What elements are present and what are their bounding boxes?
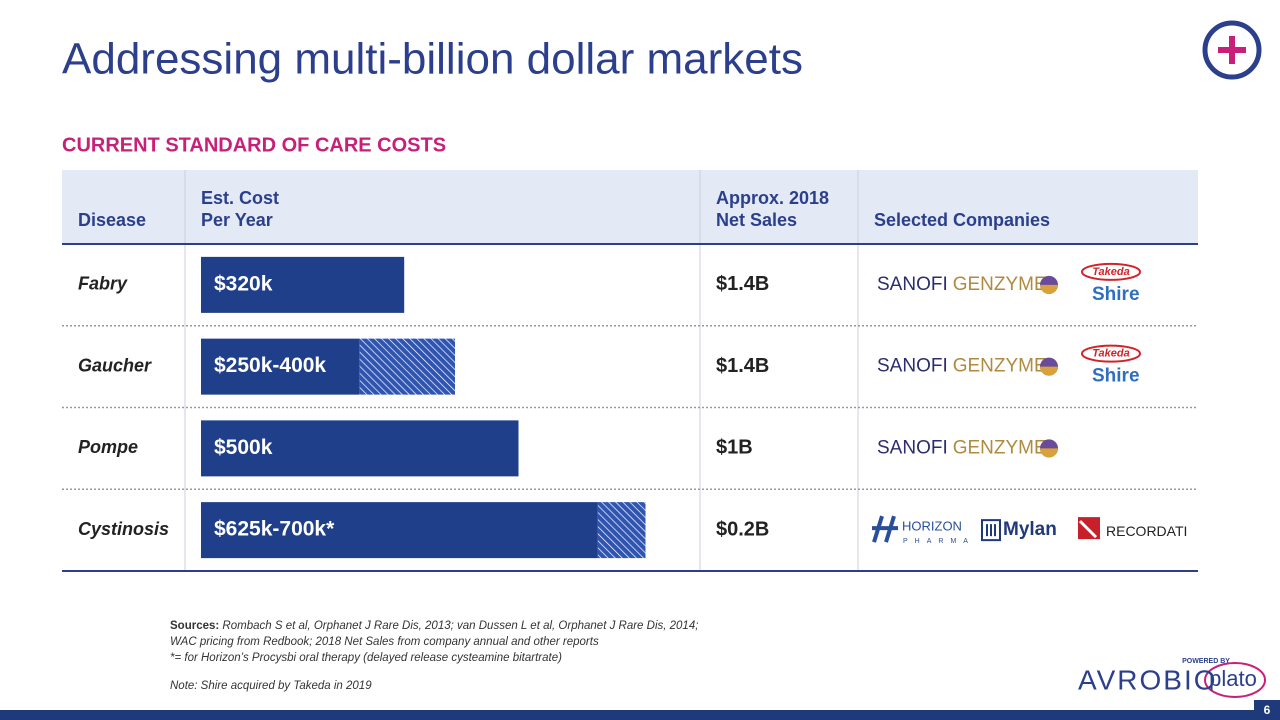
disease-name: Gaucher (78, 355, 152, 375)
logo-text: RECORDATI (1106, 523, 1187, 539)
platform-logo: plato (1209, 666, 1257, 691)
plus-icon (1202, 20, 1262, 80)
footer-band (0, 710, 1280, 720)
cost-bar (201, 338, 360, 395)
sources-line: *= for Horizon’s Procysbi oral therapy (… (170, 652, 562, 664)
sources-text: Rombach S et al, Orphanet J Rare Dis, 20… (219, 620, 698, 632)
plus-icon-cross (1218, 36, 1246, 64)
column-header: Est. Cost (201, 188, 279, 208)
slide-title: Addressing multi-billion dollar markets (62, 35, 803, 84)
logo-text: GENZYME (953, 274, 1047, 295)
logo-text: HORIZON (902, 519, 962, 534)
table-header-bg (62, 170, 1198, 244)
brand-logo: AVROBIO (1078, 664, 1218, 695)
logo-text: GENZYME (953, 356, 1047, 377)
logo-text: GENZYME (953, 437, 1047, 458)
net-sales: $1.4B (716, 273, 769, 295)
logo-text: Shire (1092, 366, 1140, 387)
logo-icon (872, 515, 898, 543)
cost-label: $500k (214, 436, 273, 459)
logo-text: PHARMA (903, 538, 975, 545)
net-sales: $1B (716, 437, 753, 459)
cost-bar (201, 256, 405, 313)
sources-line: Sources: Rombach S et al, Orphanet J Rar… (170, 620, 698, 632)
cost-range-bar (597, 502, 646, 559)
cost-label: $250k-400k (214, 354, 326, 377)
logo-text: Takeda (1092, 266, 1130, 278)
column-header: Selected Companies (874, 210, 1050, 230)
logo-text: Mylan (1003, 519, 1057, 540)
column-header: Disease (78, 210, 146, 230)
logo-icon (986, 524, 996, 537)
powered-by: POWERED BY (1182, 658, 1230, 665)
logo-text: SANOFI (877, 437, 948, 458)
column-header: Net Sales (716, 210, 797, 230)
column-header: Per Year (201, 210, 273, 230)
section-subtitle: CURRENT STANDARD OF CARE COSTS (62, 134, 446, 156)
note: Note: Shire acquired by Takeda in 2019 (170, 680, 372, 692)
logo-icon (1040, 366, 1058, 376)
disease-name: Fabry (78, 274, 128, 294)
logo-text: Shire (1092, 284, 1140, 305)
cost-label: $625k-700k* (214, 518, 335, 541)
disease-name: Pompe (78, 437, 138, 457)
net-sales: $1.4B (716, 355, 769, 377)
net-sales: $0.2B (716, 518, 769, 540)
logo-text: SANOFI (877, 356, 948, 377)
sources-line: WAC pricing from Redbook; 2018 Net Sales… (170, 636, 599, 648)
logo-icon (981, 519, 1001, 542)
logo-icon (1078, 520, 1098, 539)
logo-sanofi: SANOFI GENZYME (877, 437, 1047, 458)
logo-text: SANOFI (877, 274, 948, 295)
cost-bar (201, 420, 519, 477)
logo-sanofi: SANOFI GENZYME (877, 274, 1047, 295)
logo-text: Takeda (1092, 348, 1130, 360)
logo-icon (1040, 284, 1058, 294)
disease-name: Cystinosis (78, 519, 169, 539)
logo-icon (1040, 448, 1058, 458)
plato-ring (1204, 662, 1266, 698)
logo-sanofi: SANOFI GENZYME (877, 356, 1047, 377)
page-number: 6 (1264, 703, 1271, 717)
cost-label: $320k (214, 272, 273, 295)
cost-bar (201, 502, 598, 559)
column-header: Approx. 2018 (716, 188, 829, 208)
sources-label: Sources: (170, 620, 219, 632)
logo-icon (1081, 262, 1141, 281)
logo-icon (1081, 344, 1141, 363)
cost-range-bar (359, 338, 455, 395)
page-number-box (1254, 700, 1280, 720)
